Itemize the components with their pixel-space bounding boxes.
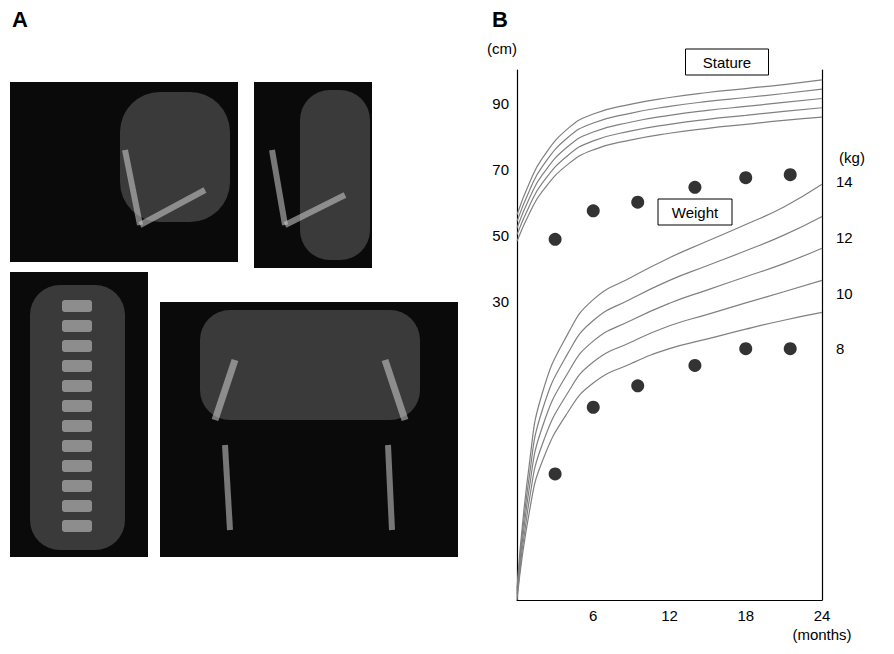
svg-text:Weight: Weight [672,204,719,221]
svg-text:10: 10 [836,285,853,302]
svg-text:14: 14 [836,173,853,190]
svg-text:A: A [12,7,28,32]
svg-text:70: 70 [492,161,509,178]
svg-text:B: B [492,7,508,32]
svg-text:(months): (months) [792,626,851,643]
svg-text:6: 6 [589,607,597,624]
svg-text:12: 12 [661,607,678,624]
svg-text:(cm): (cm) [487,40,517,57]
svg-text:(kg): (kg) [839,149,865,166]
svg-text:Stature: Stature [703,54,751,71]
svg-text:30: 30 [492,293,509,310]
svg-text:8: 8 [836,340,844,357]
svg-text:50: 50 [492,227,509,244]
svg-text:18: 18 [737,607,754,624]
svg-text:12: 12 [836,229,853,246]
svg-text:24: 24 [814,607,831,624]
svg-text:90: 90 [492,95,509,112]
